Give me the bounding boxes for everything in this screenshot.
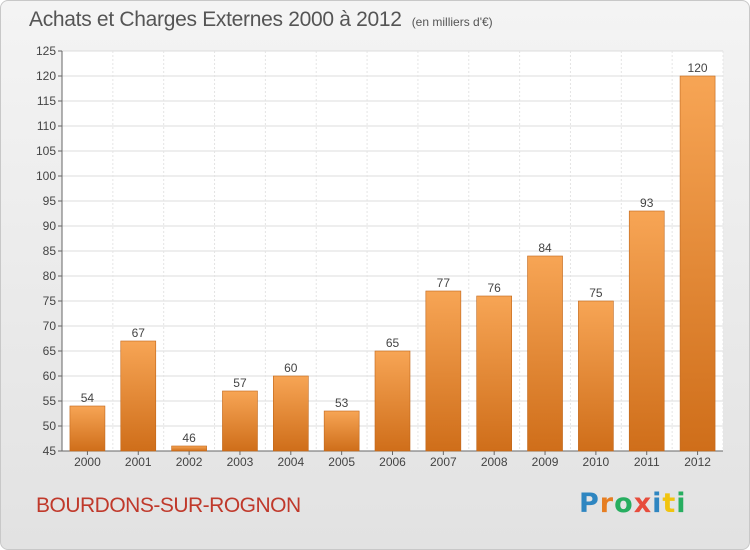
y-tick-label: 105 — [36, 144, 56, 158]
bar-2012 — [679, 75, 716, 452]
x-tick-label-2002: 2002 — [176, 455, 203, 469]
value-label-2010: 75 — [589, 286, 603, 300]
value-label-2004: 60 — [284, 361, 298, 375]
y-tick-label: 50 — [43, 419, 57, 433]
value-label-2012: 120 — [688, 61, 708, 75]
chart-unit: (en milliers d'€) — [411, 15, 493, 29]
logo-letter: i — [652, 488, 663, 519]
place-name: BOURDONS-SUR-ROGNON — [36, 494, 301, 517]
y-tick-label: 100 — [36, 169, 56, 183]
bar-2009 — [527, 255, 563, 452]
logo-letter: t — [662, 488, 677, 519]
x-tick-label-2011: 2011 — [634, 455, 660, 469]
bar-2010 — [578, 300, 614, 452]
bar-2003 — [222, 390, 258, 452]
y-tick-label: 120 — [36, 69, 56, 83]
bar-2007 — [425, 290, 462, 452]
x-tick-label-2007: 2007 — [430, 455, 457, 469]
logo-letter: x — [633, 488, 653, 519]
logo-letter: i — [676, 488, 687, 519]
value-label-2002: 46 — [182, 431, 196, 445]
bar-2001 — [120, 340, 157, 452]
x-tick-label-2003: 2003 — [227, 455, 254, 469]
x-tick-label-2008: 2008 — [481, 455, 508, 469]
value-label-2001: 67 — [132, 326, 146, 340]
y-tick-label: 70 — [43, 319, 57, 333]
x-tick-label-2004: 2004 — [277, 455, 304, 469]
x-tick-label-2012: 2012 — [684, 455, 711, 469]
x-tick-label-2001: 2001 — [125, 455, 152, 469]
bar-2005 — [323, 410, 360, 452]
y-tick-label: 65 — [43, 344, 57, 358]
value-label-2005: 53 — [335, 396, 349, 410]
y-tick-label: 125 — [36, 44, 56, 58]
y-tick-label: 45 — [43, 444, 57, 458]
value-label-2007: 77 — [437, 276, 451, 290]
y-tick-label: 75 — [43, 294, 57, 308]
x-tick-label-2005: 2005 — [328, 455, 355, 469]
chart-title: Achats et Charges Externes 2000 à 2012 (e… — [29, 8, 493, 32]
value-label-2003: 57 — [233, 376, 247, 390]
bar-2006 — [374, 350, 411, 452]
y-tick-label: 55 — [43, 394, 57, 408]
y-tick-label: 80 — [43, 269, 57, 283]
y-tick-label: 90 — [43, 219, 57, 233]
chart-title-text: Achats et Charges Externes 2000 à 2012 — [29, 8, 402, 31]
logo-letter: P — [579, 488, 600, 519]
value-label-2008: 76 — [488, 281, 502, 295]
y-tick-label: 115 — [37, 94, 56, 108]
x-tick-label-2009: 2009 — [532, 455, 559, 469]
bar-2000 — [69, 405, 106, 452]
x-tick-label-2010: 2010 — [583, 455, 610, 469]
bar-2004 — [273, 375, 309, 452]
value-label-2000: 54 — [81, 391, 95, 405]
logo-letter: o — [614, 488, 634, 519]
value-label-2006: 65 — [386, 336, 400, 350]
y-tick-label: 85 — [43, 244, 57, 258]
x-tick-label-2000: 2000 — [74, 455, 101, 469]
bar-2008 — [476, 295, 512, 452]
logo-letter: r — [599, 488, 615, 519]
y-tick-label: 110 — [37, 119, 56, 133]
x-tick-label-2006: 2006 — [379, 455, 406, 469]
value-label-2011: 93 — [640, 196, 654, 210]
proxiti-logo: Proxiti — [579, 488, 687, 519]
value-label-2009: 84 — [538, 241, 552, 255]
y-tick-label: 60 — [43, 369, 57, 383]
bar-2002 — [171, 445, 207, 452]
bar-2011 — [628, 210, 665, 452]
y-tick-label: 95 — [43, 194, 57, 208]
